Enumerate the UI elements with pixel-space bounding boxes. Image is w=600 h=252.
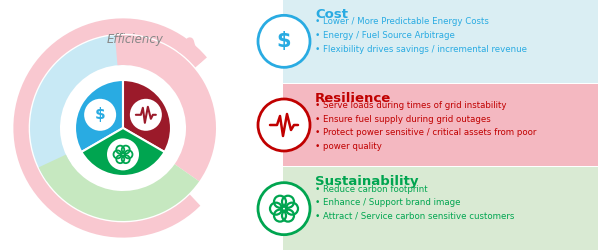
Circle shape: [258, 183, 310, 235]
Text: Serve loads during times of grid instability: Serve loads during times of grid instabi…: [323, 101, 506, 110]
Text: •: •: [315, 185, 320, 194]
Text: Flexibility drives savings / incremental revenue: Flexibility drives savings / incremental…: [323, 45, 527, 53]
Bar: [283, 0, 598, 83]
Text: Efficiency: Efficiency: [107, 34, 163, 47]
Wedge shape: [30, 35, 131, 181]
Wedge shape: [75, 80, 123, 152]
Text: Energy / Fuel Source Arbitrage: Energy / Fuel Source Arbitrage: [323, 31, 455, 40]
Text: •: •: [315, 142, 320, 151]
Circle shape: [130, 99, 162, 131]
Text: •: •: [315, 31, 320, 40]
Text: Enhance / Support brand image: Enhance / Support brand image: [323, 198, 461, 207]
Bar: [283, 167, 598, 250]
Text: •: •: [315, 128, 320, 137]
Text: •: •: [315, 17, 320, 26]
Text: $: $: [95, 107, 106, 122]
Wedge shape: [39, 155, 199, 221]
Text: Reduce carbon footprint: Reduce carbon footprint: [323, 185, 428, 194]
Wedge shape: [82, 128, 164, 176]
Circle shape: [258, 15, 310, 67]
Text: •: •: [315, 212, 320, 221]
Circle shape: [84, 99, 116, 131]
Text: Sustainability: Sustainability: [315, 175, 419, 188]
Circle shape: [258, 99, 310, 151]
Text: Protect power sensitive / critical assets from poor: Protect power sensitive / critical asset…: [323, 128, 536, 137]
Text: •: •: [315, 45, 320, 53]
Bar: [283, 84, 598, 166]
Text: •: •: [315, 101, 320, 110]
Text: •: •: [315, 198, 320, 207]
Text: Attract / Service carbon sensitive customers: Attract / Service carbon sensitive custo…: [323, 212, 514, 221]
Wedge shape: [115, 35, 216, 181]
Wedge shape: [123, 80, 171, 152]
Text: $: $: [277, 31, 291, 51]
Text: power quality: power quality: [323, 142, 382, 151]
Text: Ensure fuel supply during grid outages: Ensure fuel supply during grid outages: [323, 115, 491, 124]
Text: •: •: [315, 115, 320, 124]
Text: Resilience: Resilience: [315, 92, 391, 105]
Text: Lower / More Predictable Energy Costs: Lower / More Predictable Energy Costs: [323, 17, 489, 26]
Circle shape: [107, 138, 139, 170]
Text: Cost: Cost: [315, 8, 348, 21]
